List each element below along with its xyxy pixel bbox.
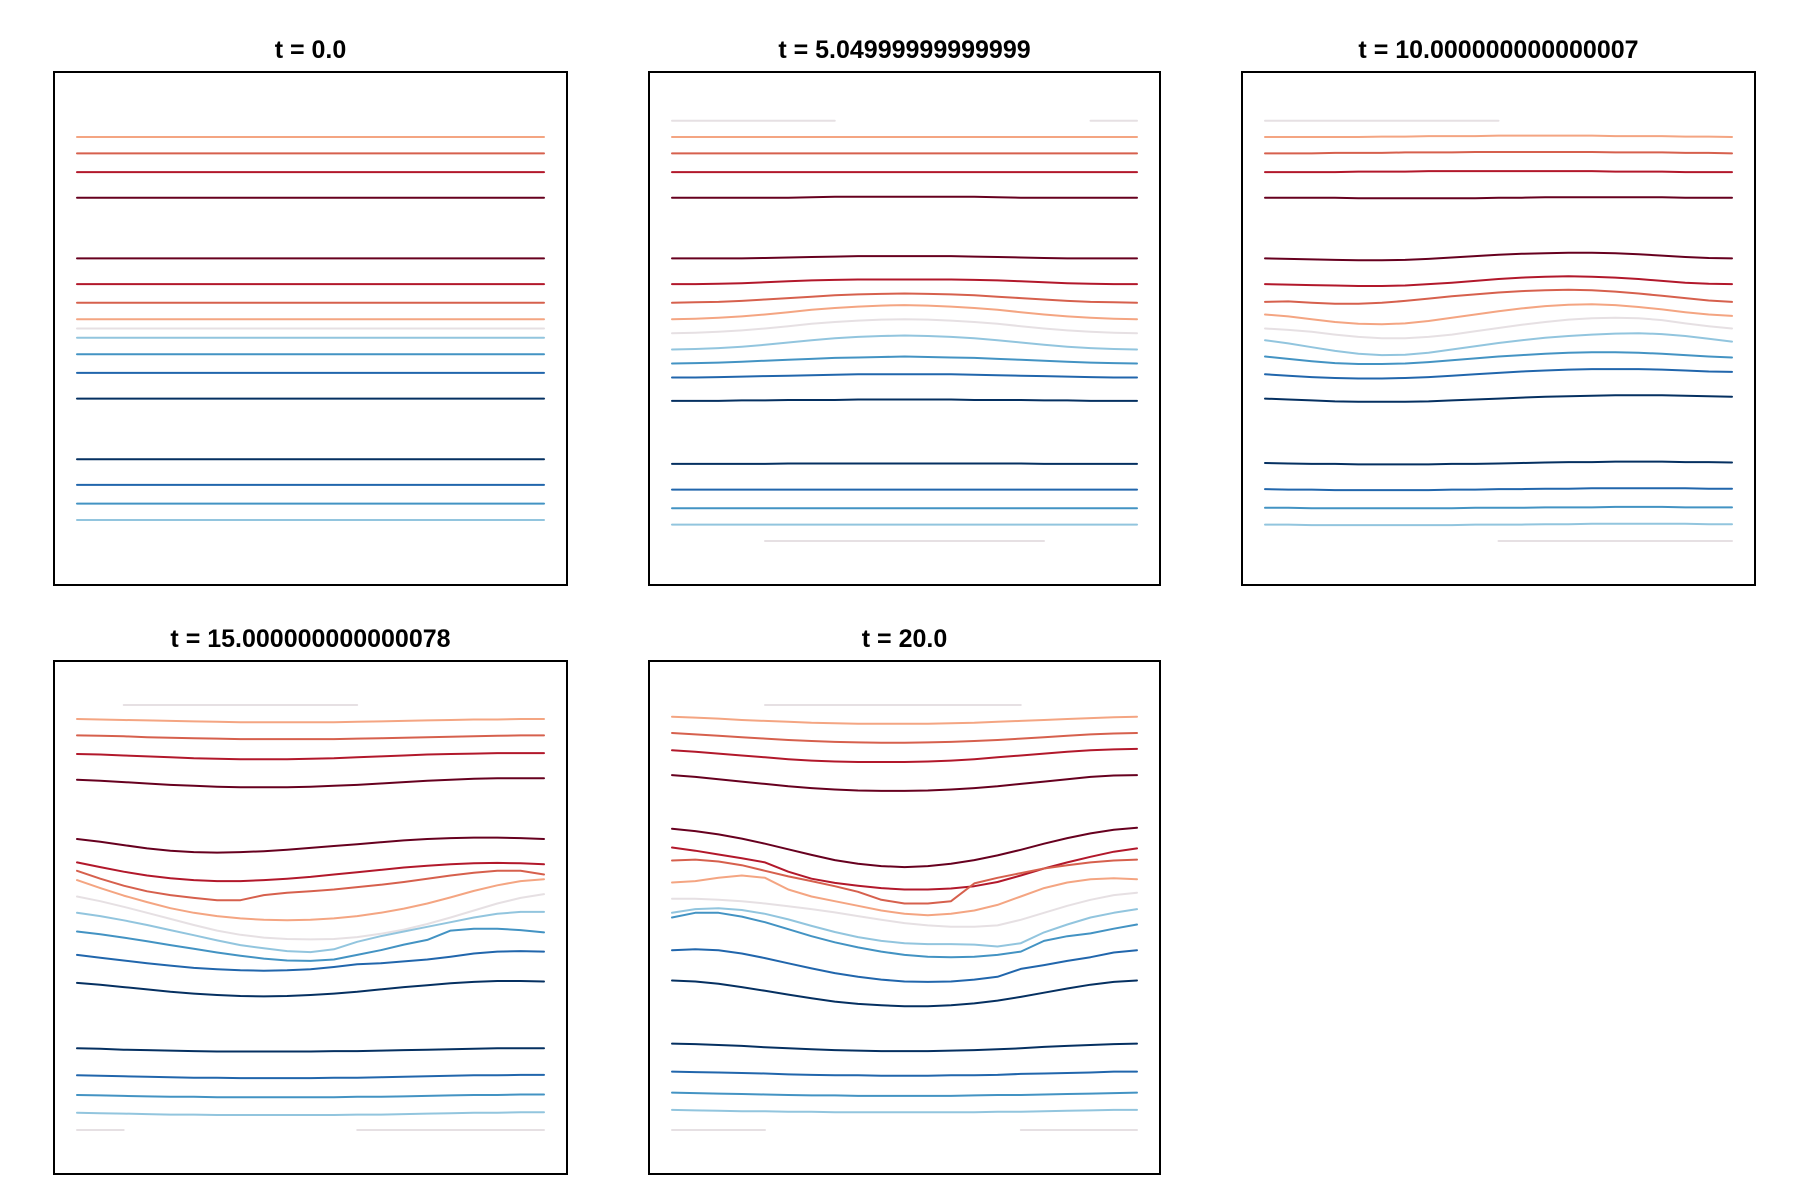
panel-2: t = 5.04999999999999 xyxy=(648,36,1161,586)
contour-line-p2 xyxy=(1264,151,1733,155)
contour-line-p1 xyxy=(76,878,545,922)
panel-frame xyxy=(1241,71,1756,586)
contour-line-n4 xyxy=(671,1042,1138,1053)
contour-line-n1 xyxy=(671,1108,1138,1114)
contour-line-zero xyxy=(76,893,545,941)
contour-line-zero xyxy=(1264,316,1733,340)
panel-title: t = 15.000000000000078 xyxy=(170,625,450,653)
contour-line-p2 xyxy=(76,734,545,741)
contour-line-p2 xyxy=(671,732,1138,744)
panel-frame xyxy=(648,660,1161,1175)
contour-line-n4 xyxy=(76,1047,545,1053)
contour-line-zero xyxy=(671,318,1138,335)
contour-line-n2 xyxy=(671,911,1138,959)
contour-line-n1 xyxy=(76,1111,545,1116)
contour-line-n3 xyxy=(671,1070,1138,1077)
panel-title: t = 20.0 xyxy=(862,625,947,653)
contour-line-n2 xyxy=(1264,505,1733,510)
contour-line-n3 xyxy=(671,948,1138,983)
contour-line-n3 xyxy=(1264,368,1733,380)
panel-3: t = 10.000000000000007 xyxy=(1241,36,1756,586)
contour-line-n4 xyxy=(671,398,1138,402)
contour-line-p1 xyxy=(671,715,1138,725)
contour-line-n1 xyxy=(1264,332,1733,357)
contour-line-p1 xyxy=(671,304,1138,321)
panel-frame xyxy=(53,71,568,586)
contour-line-p4 xyxy=(671,195,1138,199)
panel-title: t = 0.0 xyxy=(275,36,347,64)
contour-line-n2 xyxy=(76,1093,545,1099)
panel-title: t = 5.04999999999999 xyxy=(778,36,1030,64)
panel-1: t = 0.0 xyxy=(53,36,568,586)
contour-line-n1 xyxy=(671,334,1138,351)
contour-line-p1 xyxy=(1264,134,1733,138)
panel-5: t = 20.0 xyxy=(648,625,1161,1175)
contour-line-n3 xyxy=(76,1073,545,1080)
contour-line-p2 xyxy=(76,869,545,902)
contour-line-p1 xyxy=(76,718,545,724)
contour-line-n4 xyxy=(76,980,545,998)
contour-line-n3 xyxy=(671,373,1138,379)
contour-line-n2 xyxy=(671,1091,1138,1097)
contour-line-p3 xyxy=(671,278,1138,286)
contour-line-n4 xyxy=(671,979,1138,1008)
contour-line-n2 xyxy=(76,927,545,962)
contour-line-n1 xyxy=(76,910,545,954)
contour-line-p4 xyxy=(76,777,545,789)
contour-line-p3 xyxy=(1264,275,1733,287)
contour-line-p4 xyxy=(671,774,1138,792)
contour-line-p4 xyxy=(76,836,545,854)
contour-line-n2 xyxy=(671,355,1138,365)
contour-line-zero xyxy=(671,891,1138,928)
contour-line-p4 xyxy=(1264,251,1733,262)
contour-line-n4 xyxy=(1264,394,1733,403)
contour-line-p4 xyxy=(671,255,1138,260)
contour-line-n1 xyxy=(671,907,1138,948)
panel-frame xyxy=(648,71,1161,586)
panel-title: t = 10.000000000000007 xyxy=(1358,36,1638,64)
contour-line-p2 xyxy=(671,858,1138,905)
contour-line-n2 xyxy=(1264,351,1733,365)
contour-line-p3 xyxy=(76,861,545,883)
panel-frame xyxy=(53,660,568,1175)
contour-line-p4 xyxy=(671,826,1138,869)
contour-line-n3 xyxy=(1264,487,1733,492)
contour-line-p3 xyxy=(1264,170,1733,174)
panel-4: t = 15.000000000000078 xyxy=(53,625,568,1175)
contour-line-n3 xyxy=(76,950,545,972)
contour-line-p2 xyxy=(1264,288,1733,305)
contour-line-p4 xyxy=(1264,196,1733,200)
contour-line-p3 xyxy=(671,846,1138,891)
contour-line-n1 xyxy=(1264,522,1733,527)
contour-line-p3 xyxy=(671,747,1138,763)
contour-line-p2 xyxy=(671,292,1138,304)
contour-line-p3 xyxy=(76,752,545,761)
contour-line-p1 xyxy=(671,874,1138,917)
contour-line-n4 xyxy=(1264,460,1733,466)
contour-line-p1 xyxy=(1264,303,1733,326)
